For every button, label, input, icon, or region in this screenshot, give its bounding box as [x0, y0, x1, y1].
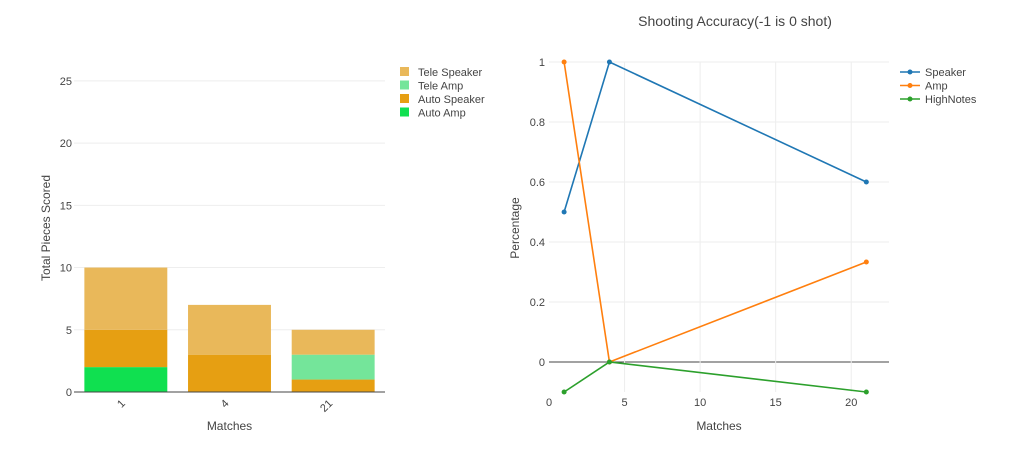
bar-legend-label[interactable]: Auto Amp	[418, 108, 466, 120]
line-point[interactable]	[863, 259, 869, 265]
bar-legend-swatch[interactable]	[400, 107, 409, 117]
bar-segment-tele-amp[interactable]	[291, 354, 375, 380]
bar-legend-swatch[interactable]	[400, 67, 409, 76]
line-x-tick-label: 15	[770, 397, 782, 409]
line-point[interactable]	[606, 59, 612, 65]
line-y-tick-label: 0.2	[530, 297, 545, 309]
line-series-speaker	[561, 59, 869, 215]
line-point[interactable]	[863, 389, 869, 395]
bar-y-tick-label: 0	[66, 387, 72, 399]
line-x-tick-label: 10	[694, 397, 706, 409]
line-chart-title: Shooting Accuracy(-1 is 0 shot)	[638, 13, 832, 29]
bar-legend-label[interactable]: Auto Speaker	[418, 94, 485, 106]
line-point[interactable]	[561, 209, 567, 215]
bar-segment-auto-speaker[interactable]	[84, 329, 168, 368]
bar-segment-tele-speaker[interactable]	[84, 267, 168, 330]
line-series-amp	[561, 59, 869, 365]
line-point[interactable]	[863, 179, 869, 185]
line-path[interactable]	[563, 361, 867, 393]
line-x-tick-label: 20	[845, 397, 857, 409]
bar-legend-label[interactable]: Tele Amp	[418, 81, 463, 93]
line-legend-label[interactable]: HighNotes	[925, 94, 977, 106]
bar-y-tick-label: 25	[60, 76, 72, 88]
line-y-tick-label: 1	[539, 57, 545, 69]
line-legend-marker	[907, 69, 913, 75]
line-y-tick-label: 0.4	[530, 237, 545, 249]
line-point[interactable]	[561, 59, 567, 65]
bar-legend-swatch[interactable]	[400, 80, 409, 90]
bar-y-tick-label: 15	[60, 200, 72, 212]
line-y-tick-label: 0	[539, 357, 545, 369]
line-chart: Shooting Accuracy(-1 is 0 shot) 0 0.2 0.4 0.…	[508, 13, 977, 433]
line-path[interactable]	[563, 61, 867, 364]
line-x-tick-label: 5	[621, 397, 627, 409]
bar-x-tick-label: 21	[318, 398, 335, 415]
bar-segment-tele-speaker[interactable]	[188, 304, 271, 355]
line-legend-marker	[907, 96, 913, 102]
bar-y-axis-title: Total Pieces Scored	[39, 175, 53, 281]
line-y-tick-label: 0.6	[530, 177, 545, 189]
line-y-tick-label: 0.8	[530, 117, 545, 129]
line-legend-label[interactable]: Speaker	[925, 67, 966, 79]
line-legend-label[interactable]: Amp	[925, 81, 948, 93]
line-x-tick-label: 0	[546, 397, 552, 409]
bar-chart: 0 5 10 15 20 25 1 4 21 Matches Total Pieces Scored…	[39, 67, 485, 433]
bar-segment-auto-speaker[interactable]	[188, 354, 271, 392]
bar-x-tick-label: 4	[219, 398, 232, 411]
line-y-axis-title: Percentage	[508, 197, 522, 259]
bar-x-tick-label: 1	[115, 398, 128, 411]
bar-segment-auto-amp[interactable]	[84, 367, 168, 392]
bar-y-tick-label: 5	[66, 325, 72, 337]
bar-y-tick-label: 20	[60, 138, 72, 150]
line-series-highnotes	[561, 359, 869, 395]
bar-x-axis-title: Matches	[207, 419, 252, 433]
line-path[interactable]	[563, 60, 867, 213]
line-point[interactable]	[606, 359, 612, 365]
line-point[interactable]	[561, 389, 567, 395]
bar-y-tick-label: 10	[60, 263, 72, 275]
bar-segment-auto-speaker[interactable]	[291, 379, 375, 392]
bar-legend-swatch[interactable]	[400, 94, 409, 103]
bar-segment-tele-speaker[interactable]	[291, 329, 375, 355]
line-x-axis-title: Matches	[696, 419, 741, 433]
line-legend-marker	[907, 83, 913, 88]
bar-legend-label[interactable]: Tele Speaker	[418, 67, 483, 79]
